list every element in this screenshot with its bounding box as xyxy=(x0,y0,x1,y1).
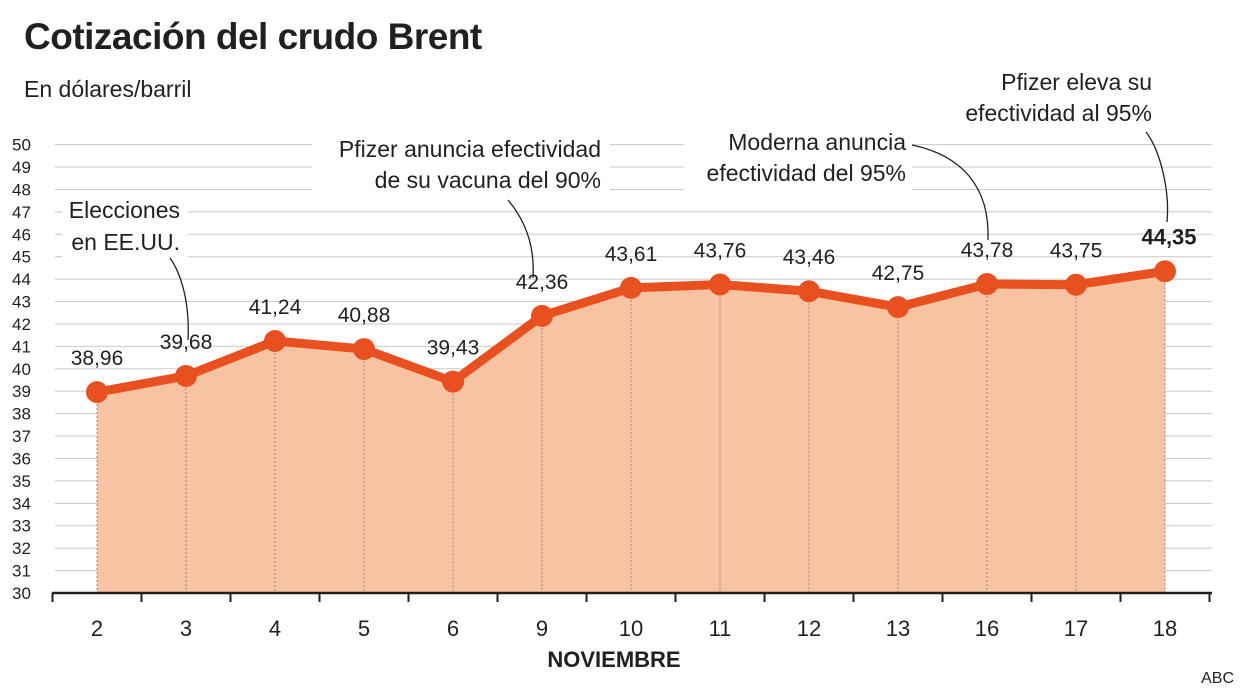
x-label-12: 12 xyxy=(797,616,821,641)
annotation-bg-9 xyxy=(312,136,610,198)
annotation-text-16-1: efectividad del 95% xyxy=(707,160,906,186)
x-label-18: 18 xyxy=(1153,616,1177,641)
annotation-leader-18 xyxy=(1145,131,1169,223)
value-label-13: 42,75 xyxy=(872,262,925,285)
data-point-12 xyxy=(798,280,820,303)
value-label-16: 43,78 xyxy=(961,239,1014,262)
value-label-10: 43,61 xyxy=(605,243,658,266)
y-tick-label-45: 45 xyxy=(12,248,31,267)
y-tick-label-48: 48 xyxy=(12,180,31,199)
annotation-text-18-0: Pfizer eleva su xyxy=(1001,69,1152,95)
data-point-13 xyxy=(887,296,909,319)
value-label-11: 43,76 xyxy=(694,240,747,263)
value-label-6: 39,43 xyxy=(427,337,480,360)
y-tick-label-39: 39 xyxy=(12,382,31,401)
drop-lines xyxy=(96,271,1166,593)
y-tick-label-50: 50 xyxy=(12,136,31,155)
y-axis-ticks: 30 31 32 33 34 35 36 37 38 39 40 41 42 43 44 45 46 47 48 49… xyxy=(12,136,31,603)
annotation-text-3-1: en EE.UU. xyxy=(71,229,180,255)
value-label-18: 44,35 xyxy=(1141,224,1196,249)
chart-title: Cotización del crudo Brent xyxy=(24,16,482,57)
annotation-text-18-1: efectividad al 95% xyxy=(965,100,1152,126)
y-tick-label-35: 35 xyxy=(12,472,31,491)
y-tick-label-38: 38 xyxy=(12,405,31,424)
data-point-17 xyxy=(1065,273,1087,296)
value-labels: 38,96 39,68 41,24 40,88 39,43 42,36 43,61 43,76… xyxy=(71,224,1197,370)
y-tick-label-34: 34 xyxy=(12,494,31,513)
x-axis-labels: 2 3 4 5 6 9 10 11 12 13 16 17 18 NOVIEMBRE xyxy=(91,616,1177,672)
y-tick-label-42: 42 xyxy=(12,315,31,334)
x-label-5: 5 xyxy=(358,616,370,641)
y-tick-label-44: 44 xyxy=(12,270,31,289)
value-label-5: 40,88 xyxy=(338,304,391,327)
annotation-text-9-1: de su vacuna del 90% xyxy=(375,167,601,193)
source-credit: ABC xyxy=(1201,670,1234,687)
data-points xyxy=(86,260,1176,404)
y-tick-label-30: 30 xyxy=(12,584,31,603)
y-tick-label-46: 46 xyxy=(12,225,31,244)
data-point-5 xyxy=(353,338,375,361)
x-label-2: 2 xyxy=(91,616,103,641)
annotation-text-16-0: Moderna anuncia xyxy=(728,129,906,155)
x-label-11: 11 xyxy=(709,616,732,641)
annotation-leader-9 xyxy=(507,199,534,279)
x-label-17: 17 xyxy=(1064,616,1088,641)
value-label-3: 39,68 xyxy=(160,331,213,354)
data-point-18 xyxy=(1154,260,1176,283)
value-label-4: 41,24 xyxy=(249,296,302,319)
y-tick-label-33: 33 xyxy=(12,517,31,536)
y-tick-label-36: 36 xyxy=(12,449,31,468)
x-label-4: 4 xyxy=(269,616,281,641)
y-tick-label-43: 43 xyxy=(12,293,31,312)
annotation-bg-16 xyxy=(684,130,912,190)
data-point-2 xyxy=(86,381,108,404)
data-point-4 xyxy=(264,329,286,352)
y-tick-label-31: 31 xyxy=(12,562,31,581)
data-point-11 xyxy=(709,273,731,296)
chart-subtitle: En dólares/barril xyxy=(24,76,192,102)
data-point-9 xyxy=(531,304,553,327)
data-point-10 xyxy=(620,276,642,299)
annotation-bg-18 xyxy=(946,68,1158,128)
value-label-2: 38,96 xyxy=(71,347,124,370)
data-point-6 xyxy=(442,370,464,393)
y-tick-label-32: 32 xyxy=(12,539,31,558)
x-label-3: 3 xyxy=(180,616,192,641)
annotations: Elecciones en EE.UU. Pfizer anuncia efecti… xyxy=(62,68,1169,341)
annotation-text-9-0: Pfizer anuncia efectividad xyxy=(339,136,601,162)
value-label-12: 43,46 xyxy=(783,246,836,269)
data-point-3 xyxy=(175,364,197,387)
value-label-17: 43,75 xyxy=(1050,240,1103,263)
annotation-bg-3 xyxy=(62,196,188,260)
annotation-text-3-0: Elecciones xyxy=(69,197,180,223)
y-tick-label-41: 41 xyxy=(12,337,31,356)
x-label-16: 16 xyxy=(975,616,999,641)
annotation-leader-16 xyxy=(911,144,989,241)
x-label-10: 10 xyxy=(619,616,643,641)
y-tick-label-47: 47 xyxy=(12,203,31,222)
x-label-6: 6 xyxy=(447,616,459,641)
x-axis xyxy=(51,591,1212,602)
x-label-13: 13 xyxy=(886,616,910,641)
x-axis-title: NOVIEMBRE xyxy=(547,647,680,672)
y-tick-label-37: 37 xyxy=(12,427,31,446)
y-tick-label-49: 49 xyxy=(12,158,31,177)
y-tick-label-40: 40 xyxy=(12,360,31,379)
annotation-leader-3 xyxy=(169,257,189,341)
value-label-9: 42,36 xyxy=(516,271,569,294)
data-point-16 xyxy=(976,273,998,296)
x-label-9: 9 xyxy=(536,616,548,641)
